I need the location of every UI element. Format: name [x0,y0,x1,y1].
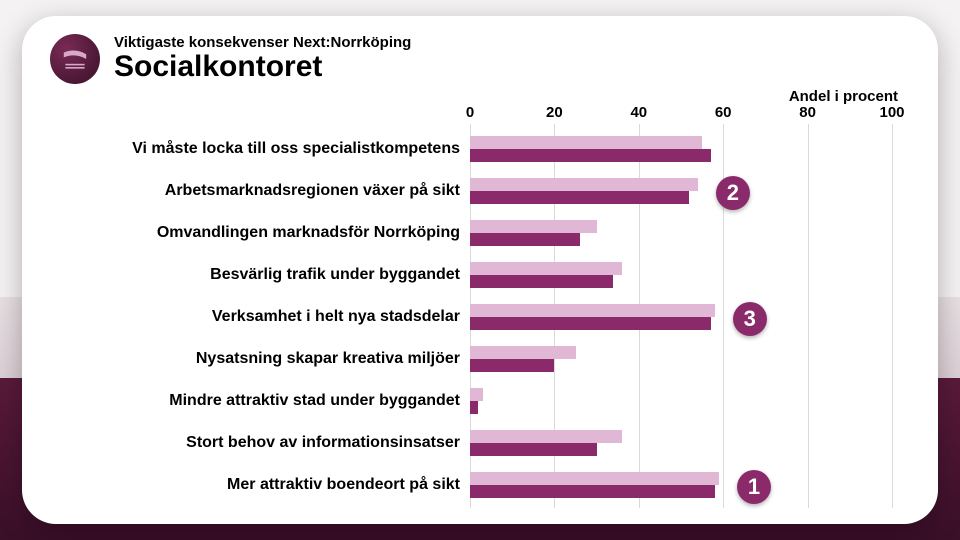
bar-group [470,260,892,290]
bar-group [470,134,892,164]
bar-background [470,304,715,317]
train-icon [59,43,91,75]
logo-badge [50,34,100,84]
bar-foreground [470,191,689,204]
chart-row: Besvärlig trafik under byggandet [50,256,910,294]
titles: Viktigaste konsekvenser Next:Norrköping … [114,34,411,83]
bar-background [470,430,622,443]
bar-foreground [470,401,478,414]
bar-foreground [470,359,554,372]
header: Viktigaste konsekvenser Next:Norrköping … [50,34,910,84]
row-label: Mer attraktiv boendeort på sikt [50,476,466,494]
axis-tick: 60 [715,104,732,121]
unit-label: Andel i procent [789,88,898,105]
bar-foreground [470,317,711,330]
card: Viktigaste konsekvenser Next:Norrköping … [22,16,938,524]
bar-foreground [470,485,715,498]
bar-background [470,472,719,485]
bar-group: 1 [470,470,892,500]
rank-badge: 2 [716,176,750,210]
bar-foreground [470,275,613,288]
bar-background [470,220,597,233]
row-label: Omvandlingen marknadsför Norrköping [50,224,466,242]
chart-row: Mindre attraktiv stad under byggandet [50,382,910,420]
bar-group: 3 [470,302,892,332]
bar-foreground [470,443,597,456]
bar-group [470,344,892,374]
rank-badge: 3 [733,302,767,336]
row-label: Besvärlig trafik under byggandet [50,266,466,284]
axis-tick: 40 [630,104,647,121]
bar-group [470,218,892,248]
chart-row: Nysatsning skapar kreativa miljöer [50,340,910,378]
row-label: Mindre attraktiv stad under byggandet [50,392,466,410]
bar-group [470,386,892,416]
chart-row: Verksamhet i helt nya stadsdelar3 [50,298,910,336]
row-label: Verksamhet i helt nya stadsdelar [50,308,466,326]
bar-group [470,428,892,458]
chart-row: Vi måste locka till oss specialistkompet… [50,130,910,168]
subtitle: Viktigaste konsekvenser Next:Norrköping [114,34,411,51]
chart-row: Arbetsmarknadsregionen växer på sikt2 [50,172,910,210]
bar-group: 2 [470,176,892,206]
row-label: Vi måste locka till oss specialistkompet… [50,140,466,158]
row-label: Arbetsmarknadsregionen växer på sikt [50,182,466,200]
bar-foreground [470,233,580,246]
bar-background [470,178,698,191]
axis-tick: 0 [466,104,474,121]
axis-tick: 100 [879,104,904,121]
chart-row: Omvandlingen marknadsför Norrköping [50,214,910,252]
chart-row: Mer attraktiv boendeort på sikt1 [50,466,910,504]
rank-badge: 1 [737,470,771,504]
row-label: Stort behov av informationsinsatser [50,434,466,452]
bar-background [470,388,483,401]
bar-foreground [470,149,711,162]
bar-background [470,136,702,149]
axis-tick: 80 [799,104,816,121]
chart-row: Stort behov av informationsinsatser [50,424,910,462]
bar-background [470,346,576,359]
axis-tick: 20 [546,104,563,121]
row-label: Nysatsning skapar kreativa miljöer [50,350,466,368]
page-title: Socialkontoret [114,51,411,83]
chart-area: 0 20 40 60 80 100 Vi måste locka till oss spe… [50,106,910,508]
bar-background [470,262,622,275]
